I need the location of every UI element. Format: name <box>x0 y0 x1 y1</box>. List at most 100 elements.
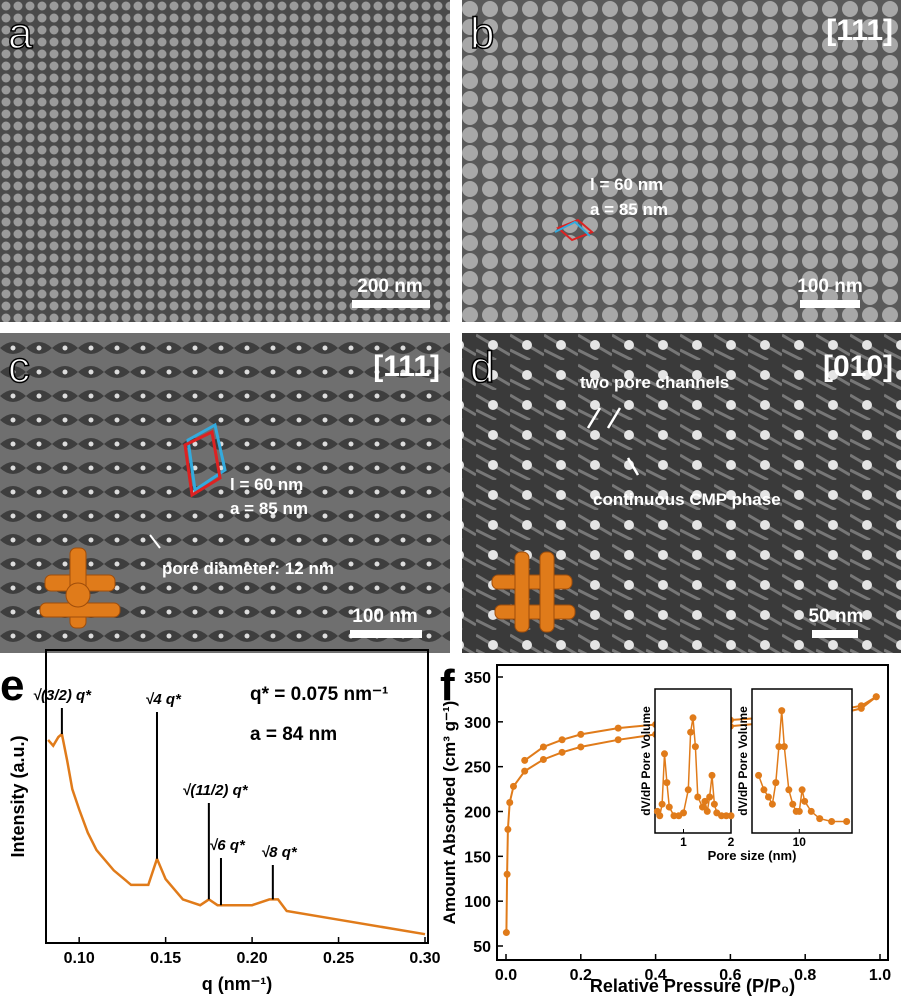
inset-x-label: Pore size (nm) <box>708 848 797 863</box>
scale-bar-label: 200 nm <box>357 276 422 297</box>
panel-b: b [111] l = 60 nm a = 85 nm 100 nm <box>462 0 901 322</box>
data-point <box>690 714 697 721</box>
scale-bar <box>350 630 422 638</box>
data-point <box>577 743 584 750</box>
x-tick-label: 0.20 <box>237 950 268 967</box>
inset-y-label: dV/dP Pore Volume <box>639 706 653 816</box>
scale-bar-label: 100 nm <box>797 276 862 297</box>
data-point <box>680 809 687 816</box>
data-point <box>506 799 513 806</box>
y-tick-label: 250 <box>464 760 491 777</box>
data-point <box>685 786 692 793</box>
panel-label: a <box>8 9 33 58</box>
data-point <box>816 815 823 822</box>
data-point <box>769 801 776 808</box>
annotation: a = 84 nm <box>250 724 337 745</box>
zone-axis: [010] <box>823 350 893 383</box>
annotation: continuous CMP phase <box>593 490 781 509</box>
x-tick-label: 0.30 <box>409 950 440 967</box>
inset-y-label: dV/dP Pore Volume <box>736 706 750 816</box>
data-point <box>615 725 622 732</box>
annotation: q* = 0.075 nm⁻¹ <box>250 684 388 705</box>
data-point <box>615 736 622 743</box>
y-tick-label: 50 <box>473 939 491 956</box>
scale-bar-label: 100 nm <box>352 606 417 627</box>
scale-bar <box>800 300 860 308</box>
annotation: two pore channels <box>580 373 729 392</box>
panel-c: c [111] l = 60 nm a = 85 nm pore diamete… <box>0 333 450 653</box>
sem-image <box>462 0 901 322</box>
panel-label: c <box>8 343 30 392</box>
data-point <box>799 786 806 793</box>
data-point <box>755 772 762 779</box>
data-point <box>656 812 663 819</box>
data-point <box>828 818 835 825</box>
data-point <box>540 756 547 763</box>
data-point <box>521 768 528 775</box>
data-point <box>765 794 772 801</box>
annotation: a = 85 nm <box>230 499 308 518</box>
data-point <box>858 702 865 709</box>
data-point <box>778 707 785 714</box>
panel-label: d <box>470 343 494 392</box>
data-point <box>796 808 803 815</box>
annotation: l = 60 nm <box>230 475 303 494</box>
data-point <box>789 801 796 808</box>
data-point <box>704 808 711 815</box>
x-axis-label: q (nm⁻¹) <box>202 974 272 994</box>
peak-label: √(11/2) q* <box>182 782 249 799</box>
x-axis-label: Relative Pressure (P/P₀) <box>590 976 795 996</box>
annotation: pore diameter: 12 nm <box>162 559 334 578</box>
data-point <box>666 804 673 811</box>
data-point <box>687 729 694 736</box>
sem-image <box>0 0 450 322</box>
data-point <box>711 801 718 808</box>
data-point <box>706 794 713 801</box>
scale-bar <box>812 630 858 638</box>
y-axis-label: Amount Absorbed (cm³ g⁻¹) <box>440 701 459 925</box>
x-tick-label: 0.2 <box>570 967 592 984</box>
data-point <box>504 826 511 833</box>
data-point <box>760 786 767 793</box>
x-tick-label: 0.10 <box>64 950 95 967</box>
y-tick-label: 350 <box>464 670 491 687</box>
scale-bar-label: 50 nm <box>809 606 864 627</box>
peak-label: √(3/2) q* <box>33 687 92 704</box>
x-tick-label: 0.25 <box>323 950 354 967</box>
data-point <box>577 731 584 738</box>
data-point <box>808 808 815 815</box>
data-point <box>663 779 670 786</box>
data-point <box>540 743 547 750</box>
panel-label: b <box>470 9 494 58</box>
annotation: a = 85 nm <box>590 200 668 219</box>
y-axis-label: Intensity (a.u.) <box>8 735 28 857</box>
scale-bar <box>352 300 430 308</box>
x-tick-label: 1 <box>680 835 687 849</box>
x-tick-label: 0.8 <box>794 967 816 984</box>
data-point <box>694 794 701 801</box>
x-tick-label: 10 <box>793 835 807 849</box>
data-point <box>510 783 517 790</box>
y-tick-label: 200 <box>464 805 491 822</box>
data-point <box>843 818 850 825</box>
data-point <box>709 772 716 779</box>
data-point <box>559 749 566 756</box>
data-point <box>728 812 735 819</box>
data-line <box>48 734 425 934</box>
panel-a: a 200 nm <box>0 0 450 322</box>
data-point <box>801 798 808 805</box>
figure: a 200 nm b [111] l = 60 nm a = 85 nm 100… <box>0 0 901 996</box>
panel-d: d [010] two pore channels continuous CMP… <box>462 333 901 653</box>
data-point <box>521 757 528 764</box>
y-tick-label: 300 <box>464 715 491 732</box>
peak-label: √8 q* <box>261 844 298 861</box>
peak-label: √6 q* <box>209 837 246 854</box>
x-tick-label: 1.0 <box>869 967 891 984</box>
y-tick-label: 100 <box>464 894 491 911</box>
data-point <box>661 750 668 757</box>
data-point <box>504 871 511 878</box>
data-point <box>772 779 779 786</box>
y-tick-label: 150 <box>464 849 491 866</box>
zone-axis: [111] <box>373 350 440 383</box>
x-tick-label: 2 <box>728 835 735 849</box>
